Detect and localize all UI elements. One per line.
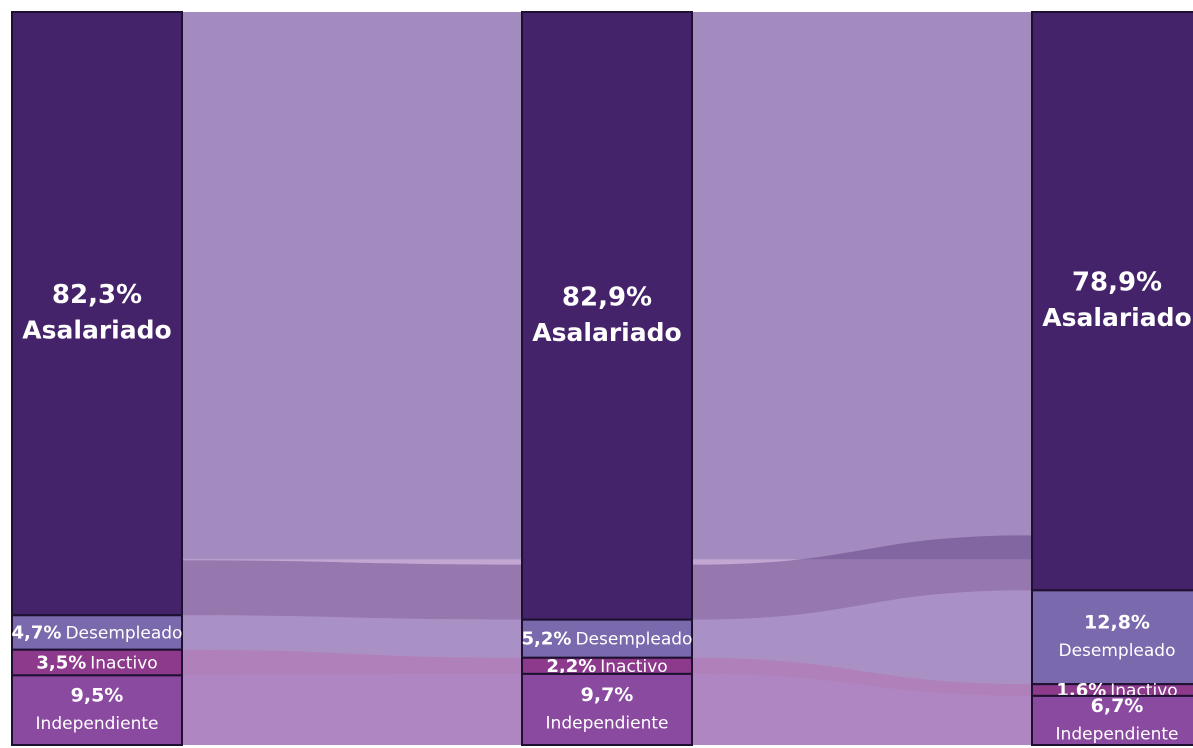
category-label: Desempleado <box>65 623 182 643</box>
value-label: 4,7% <box>12 622 62 643</box>
value-label: 5,2% <box>522 629 572 650</box>
flow <box>182 560 522 619</box>
category-label: Independiente <box>1056 724 1179 744</box>
category-label: Asalariado <box>1042 303 1191 332</box>
category-label: Asalariado <box>22 316 171 345</box>
value-label: 9,5% <box>71 685 124 707</box>
flow <box>182 674 522 745</box>
value-label: 6,7% <box>1091 695 1144 717</box>
bar-segment <box>1032 12 1193 590</box>
value-label: 3,5% <box>36 653 86 674</box>
segment-label: 5,2%Desempleado <box>522 629 693 650</box>
value-label: 82,9% <box>562 282 652 312</box>
category-label: Inactivo <box>90 654 157 674</box>
value-label: 78,9% <box>1072 268 1162 298</box>
bar-segment <box>522 12 692 620</box>
panel-top <box>692 12 1032 560</box>
bar-segment <box>12 12 182 615</box>
value-label: 9,7% <box>581 684 634 706</box>
value-label: 12,8% <box>1084 612 1150 634</box>
category-label: Desempleado <box>575 630 692 650</box>
category-label: Independiente <box>546 713 669 733</box>
category-label: Asalariado <box>532 318 681 347</box>
segment-label: 3,5%Inactivo <box>36 653 157 674</box>
chart: 82,3%Asalariado4,7%Desempleado3,5%Inacti… <box>0 0 1193 748</box>
segment-label: 4,7%Desempleado <box>12 622 183 643</box>
category-label: Independiente <box>36 714 159 734</box>
category-label: Desempleado <box>1058 641 1175 661</box>
bar-segment <box>1032 590 1193 684</box>
value-label: 82,3% <box>52 280 142 310</box>
panel-top <box>182 12 522 560</box>
